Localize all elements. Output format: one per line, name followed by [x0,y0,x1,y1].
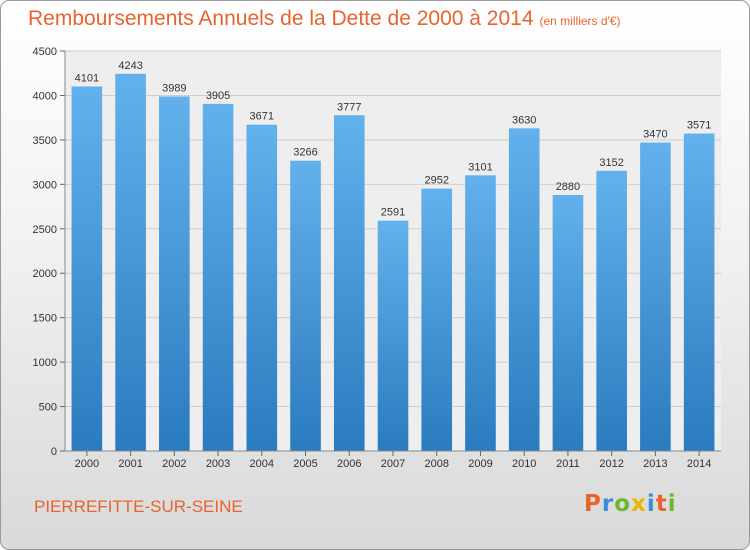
x-tick-label-2010: 2010 [512,458,536,470]
y-tick-label: 4500 [33,46,57,58]
data-label-2000: 4101 [75,72,99,84]
y-tick-label: 500 [39,402,57,414]
bar-2005[interactable] [290,160,321,451]
logo-letter: P [584,491,602,517]
logo-letter: o [614,491,632,517]
y-tick-label: 1000 [33,357,57,369]
bar-2006[interactable] [333,115,365,452]
x-tick-label-2005: 2005 [293,458,317,470]
bar-2000[interactable] [71,86,103,451]
logo-letter: t [655,491,668,517]
logo-letter: r [601,491,615,517]
data-label-2001: 4243 [118,60,142,72]
proxiti-logo[interactable]: Proxiti [584,491,677,517]
chart-unit: (en milliers d'€) [539,14,621,28]
x-tick-label-2002: 2002 [162,458,186,470]
y-tick-label: 3500 [33,135,57,147]
bar-2009[interactable] [465,175,496,451]
bar-2007[interactable] [377,220,409,451]
y-tick-label: 0 [51,446,57,458]
bar-2013[interactable] [640,142,671,452]
bar-2014[interactable] [683,133,715,452]
y-tick-label: 2000 [33,268,57,280]
data-label-2007: 2591 [381,207,405,219]
data-label-2011: 2880 [556,181,580,193]
x-tick-label-2004: 2004 [250,458,274,470]
logo-letter: i [667,491,677,517]
y-tick-label: 2500 [33,224,57,236]
bar-2012[interactable] [596,170,627,452]
logo-letter: x [631,491,647,517]
data-label-2009: 3101 [468,161,492,173]
data-label-2012: 3152 [599,157,623,169]
city-name: PIERREFITTE-SUR-SEINE [34,497,243,516]
bar-2002[interactable] [159,96,190,451]
bar-2011[interactable] [552,195,584,451]
x-tick-label-2009: 2009 [468,458,492,470]
x-tick-label-2006: 2006 [337,458,361,470]
data-label-2008: 2952 [424,175,448,187]
data-label-2003: 3905 [206,90,230,102]
data-label-2013: 3470 [643,129,667,141]
x-tick-label-2012: 2012 [599,458,623,470]
data-label-2002: 3989 [162,82,186,94]
x-tick-label-2003: 2003 [206,458,230,470]
x-tick-label-2008: 2008 [424,458,448,470]
data-label-2006: 3777 [337,101,361,113]
data-label-2010: 3630 [512,114,536,126]
x-tick-label-2007: 2007 [381,458,405,470]
bar-2008[interactable] [421,188,453,451]
logo-letter: i [646,491,656,517]
bar-2004[interactable] [246,124,278,451]
bar-2001[interactable] [115,73,146,451]
x-tick-label-2011: 2011 [556,458,580,470]
y-tick-label: 4000 [33,90,57,102]
data-label-2004: 3671 [250,111,274,123]
data-label-2014: 3571 [687,120,711,132]
data-label-2005: 3266 [293,147,317,159]
x-tick-label-2001: 2001 [118,458,142,470]
y-tick-label: 3000 [33,179,57,191]
bar-2003[interactable] [202,103,234,451]
x-tick-label-2014: 2014 [687,458,711,470]
y-tick-label: 1500 [33,313,57,325]
bar-2010[interactable] [508,128,540,451]
x-tick-label-2000: 2000 [75,458,99,470]
x-tick-label-2013: 2013 [643,458,667,470]
chart-title: Remboursements Annuels de la Dette de 20… [28,7,621,31]
chart-title-text: Remboursements Annuels de la Dette de 20… [28,7,534,30]
